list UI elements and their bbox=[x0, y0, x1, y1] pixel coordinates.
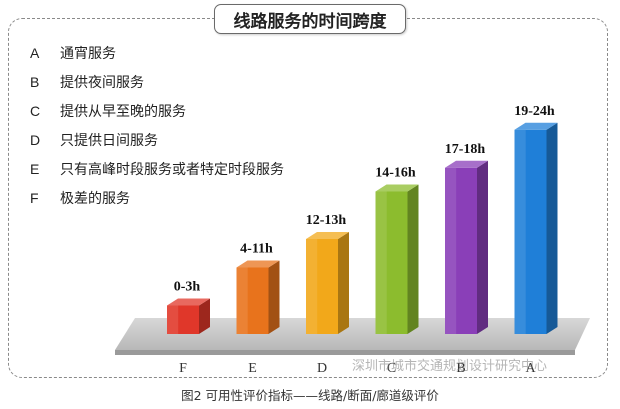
legend-text: 提供从早至晚的服务 bbox=[60, 103, 186, 120]
x-tick-label: F bbox=[179, 361, 187, 376]
bar-top bbox=[445, 160, 488, 168]
legend-text: 极差的服务 bbox=[60, 190, 130, 207]
bar-value-label: 14-16h bbox=[375, 166, 416, 181]
legend: A 通宵服务 B 提供夜间服务 C 提供从早至晚的服务 D 只提供日间服务 E 只有高峰时… bbox=[30, 38, 284, 212]
bar-highlight bbox=[306, 239, 318, 334]
legend-letter: E bbox=[30, 160, 40, 177]
bar-highlight bbox=[445, 167, 457, 334]
watermark: 深圳市城市交通规划设计研究中心 bbox=[352, 359, 548, 374]
legend-text: 只有高峰时段服务或者特定时段服务 bbox=[60, 161, 284, 178]
legend-item-c: C 提供从早至晚的服务 bbox=[30, 96, 284, 125]
x-tick-label: D bbox=[317, 361, 327, 376]
bar-highlight bbox=[167, 305, 179, 334]
legend-item-a: A 通宵服务 bbox=[30, 38, 284, 67]
bar-highlight bbox=[514, 129, 526, 334]
figure-caption: 图2 可用性评价指标——线路/断面/廊道级评价 bbox=[181, 388, 439, 403]
legend-letter: C bbox=[30, 102, 41, 119]
bar-top bbox=[375, 184, 419, 192]
legend-item-e: E 只有高峰时段服务或者特定时段服务 bbox=[30, 154, 284, 183]
floor-edge bbox=[115, 350, 575, 355]
bar-top bbox=[236, 260, 280, 268]
x-tick-label: A bbox=[525, 361, 536, 376]
legend-item-d: D 只提供日间服务 bbox=[30, 125, 284, 154]
bar-value-label: 0-3h bbox=[174, 280, 201, 295]
legend-letter: D bbox=[30, 131, 41, 148]
legend-item-f: F 极差的服务 bbox=[30, 183, 284, 212]
bar-top bbox=[514, 122, 558, 130]
bar-side bbox=[546, 122, 558, 334]
legend-text: 提供夜间服务 bbox=[60, 74, 144, 91]
bar-top bbox=[167, 298, 210, 306]
legend-letter: A bbox=[30, 44, 40, 61]
bar-highlight bbox=[375, 191, 387, 334]
bar-side bbox=[477, 160, 488, 334]
x-tick-label: B bbox=[456, 361, 465, 376]
bar-side bbox=[268, 260, 280, 334]
legend-text: 通宵服务 bbox=[60, 45, 116, 62]
bar-top bbox=[306, 232, 349, 239]
bar-value-label: 17-18h bbox=[445, 142, 486, 157]
bar-value-label: 19-24h bbox=[514, 104, 555, 119]
bar-highlight bbox=[236, 267, 248, 334]
legend-text: 只提供日间服务 bbox=[60, 132, 158, 149]
bar-side bbox=[407, 184, 419, 334]
legend-item-b: B 提供夜间服务 bbox=[30, 67, 284, 96]
legend-letter: B bbox=[30, 73, 40, 90]
bar-value-label: 12-13h bbox=[306, 213, 347, 228]
chart-title: 线路服务的时间跨度 bbox=[214, 4, 406, 34]
bar-value-label: 4-11h bbox=[240, 242, 273, 257]
bar-side bbox=[199, 298, 210, 334]
x-tick-label: E bbox=[248, 361, 257, 376]
x-tick-label: C bbox=[387, 361, 396, 376]
legend-letter: F bbox=[30, 189, 39, 206]
bar-side bbox=[338, 232, 349, 334]
